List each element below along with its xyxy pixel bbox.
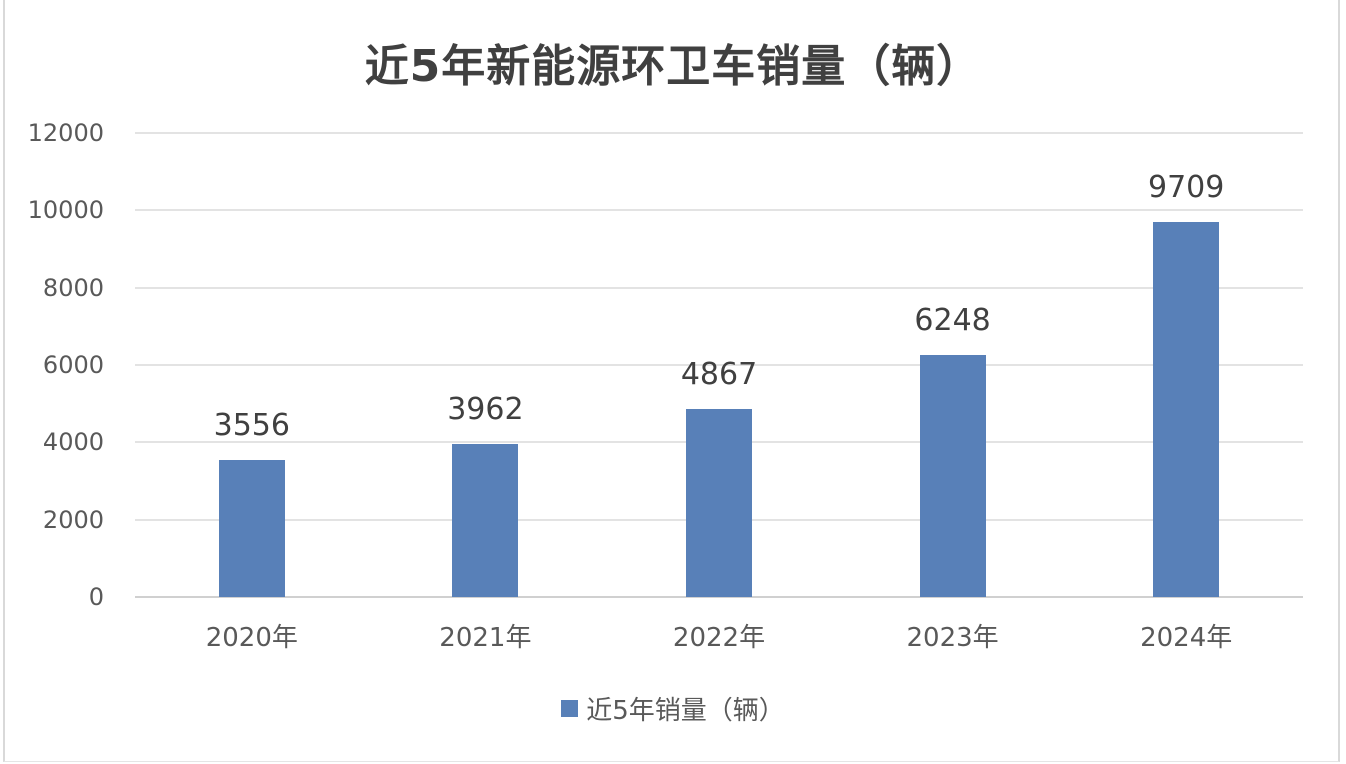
y-tick-label: 8000 <box>42 273 104 302</box>
data-label: 3556 <box>213 407 290 443</box>
data-label: 9709 <box>1148 169 1225 205</box>
gridline <box>135 286 1303 289</box>
gridline <box>135 364 1303 366</box>
data-label: 4867 <box>680 356 758 392</box>
plot-area: 3556 3962 4867 6248 9709 <box>135 132 1303 598</box>
y-tick-label: 6000 <box>42 351 104 379</box>
bar[interactable] <box>452 443 519 597</box>
x-tick-label: 2020年 <box>205 623 298 653</box>
x-tick-label: 2024年 <box>1140 623 1233 653</box>
chart-frame <box>3 0 1340 762</box>
y-tick-label: 10000 <box>27 196 104 225</box>
y-tick-label: 2000 <box>42 505 104 534</box>
data-label: 3962 <box>447 391 524 427</box>
data-label: 6248 <box>914 303 991 339</box>
y-tick-label: 12000 <box>27 119 104 147</box>
legend-swatch-icon <box>561 700 579 717</box>
gridline <box>135 209 1303 212</box>
bar[interactable] <box>218 459 285 597</box>
bar[interactable] <box>1153 221 1220 597</box>
legend-label: 近5年销量（辆） <box>586 696 785 726</box>
x-tick-label: 2022年 <box>672 623 766 653</box>
legend: 近5年销量（辆） <box>0 690 1346 727</box>
x-tick-label: 2021年 <box>439 623 532 653</box>
gridline <box>135 132 1303 134</box>
x-tick-label: 2023年 <box>906 623 999 653</box>
chart-title: 近5年新能源环卫车销量（辆） <box>364 41 982 92</box>
gridline <box>135 596 1303 598</box>
bar[interactable] <box>686 408 752 597</box>
y-tick-label: 4000 <box>42 428 104 457</box>
y-tick-label: 0 <box>88 583 104 611</box>
bar[interactable] <box>919 355 986 597</box>
